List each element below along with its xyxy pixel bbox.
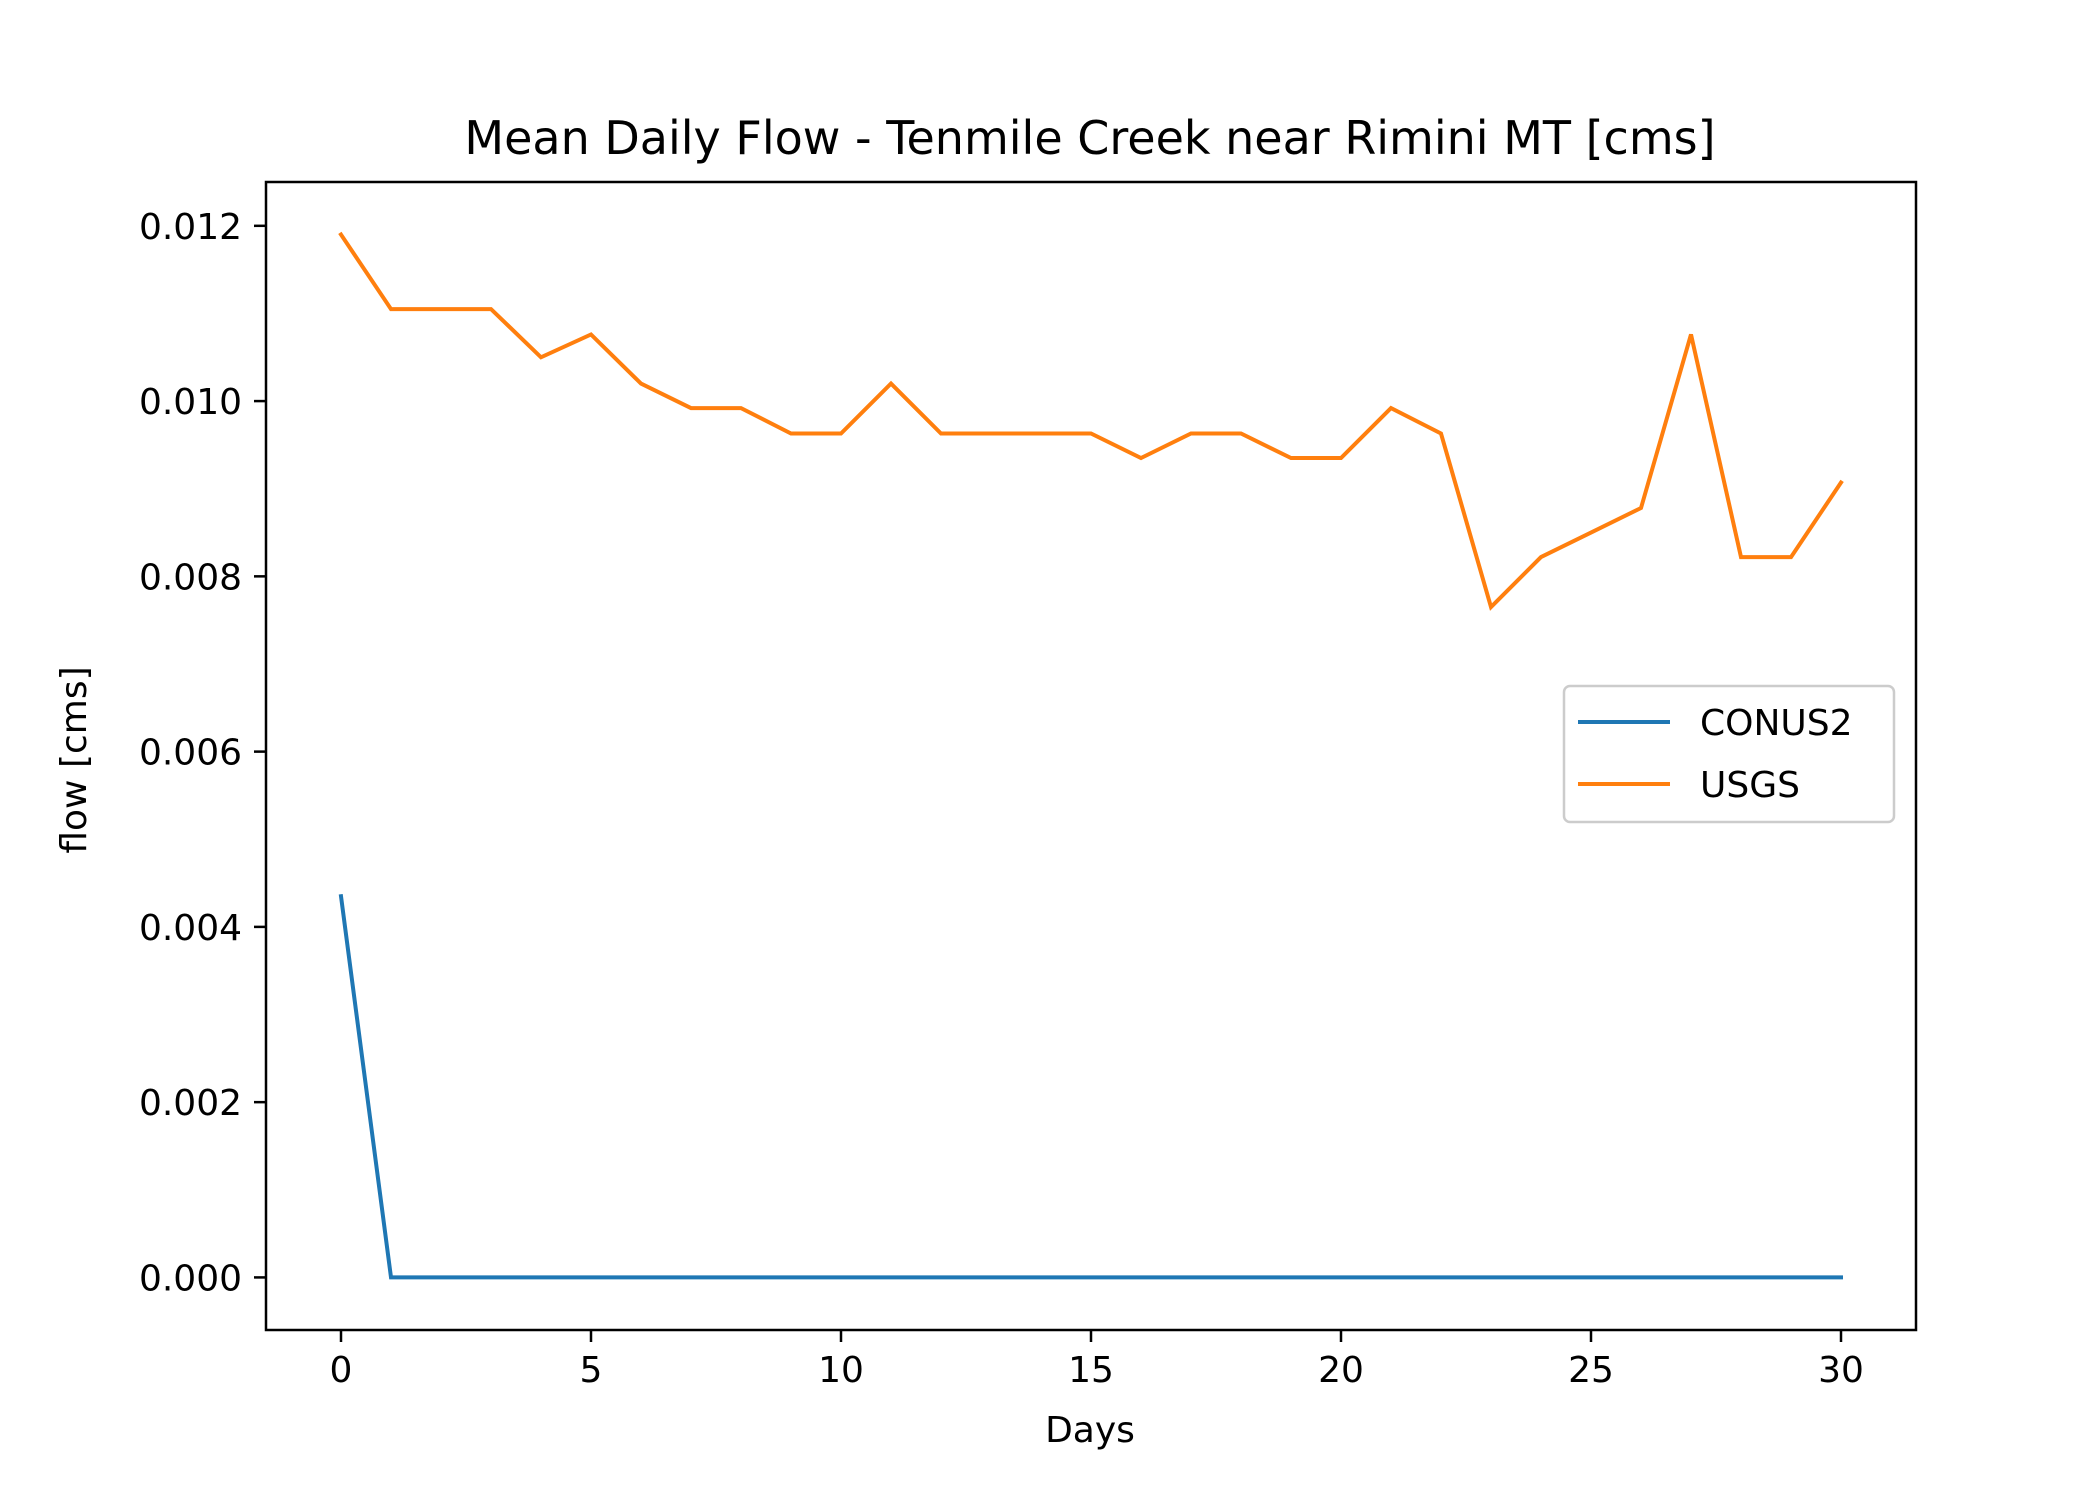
x-axis-label: Days bbox=[1045, 1410, 1135, 1451]
x-tick-label: 5 bbox=[580, 1350, 603, 1391]
y-tick-label: 0.004 bbox=[139, 908, 242, 949]
y-axis-label: flow [cms] bbox=[54, 666, 95, 853]
series-layer bbox=[338, 231, 1844, 1280]
axes-layer: 0 5 10 15 20 25 30 0.000 0.002 0.004 0.006 0.008 0.0… bbox=[139, 180, 1918, 1391]
x-tick-label: 10 bbox=[818, 1350, 864, 1391]
series-line-conus2 bbox=[338, 893, 1843, 1280]
y-tick-label: 0.008 bbox=[139, 557, 242, 598]
y-tick-label: 0.012 bbox=[139, 207, 242, 248]
chart-title: Mean Daily Flow - Tenmile Creek near Rim… bbox=[464, 111, 1715, 165]
legend: CONUS2 USGS bbox=[1562, 684, 1896, 824]
y-tick-label: 0.010 bbox=[139, 382, 242, 423]
legend-label-conus2: CONUS2 bbox=[1700, 703, 1853, 744]
y-tick-label: 0.002 bbox=[139, 1083, 242, 1124]
x-tick-label: 25 bbox=[1568, 1350, 1614, 1391]
x-tick-label: 15 bbox=[1068, 1350, 1114, 1391]
y-tick-label: 0.006 bbox=[139, 733, 242, 774]
x-tick-label: 20 bbox=[1318, 1350, 1364, 1391]
x-tick-label: 30 bbox=[1818, 1350, 1864, 1391]
series-line-usgs bbox=[338, 231, 1844, 611]
x-tick-label: 0 bbox=[330, 1350, 353, 1391]
legend-label-usgs: USGS bbox=[1700, 765, 1800, 806]
y-tick-label: 0.000 bbox=[139, 1258, 242, 1299]
